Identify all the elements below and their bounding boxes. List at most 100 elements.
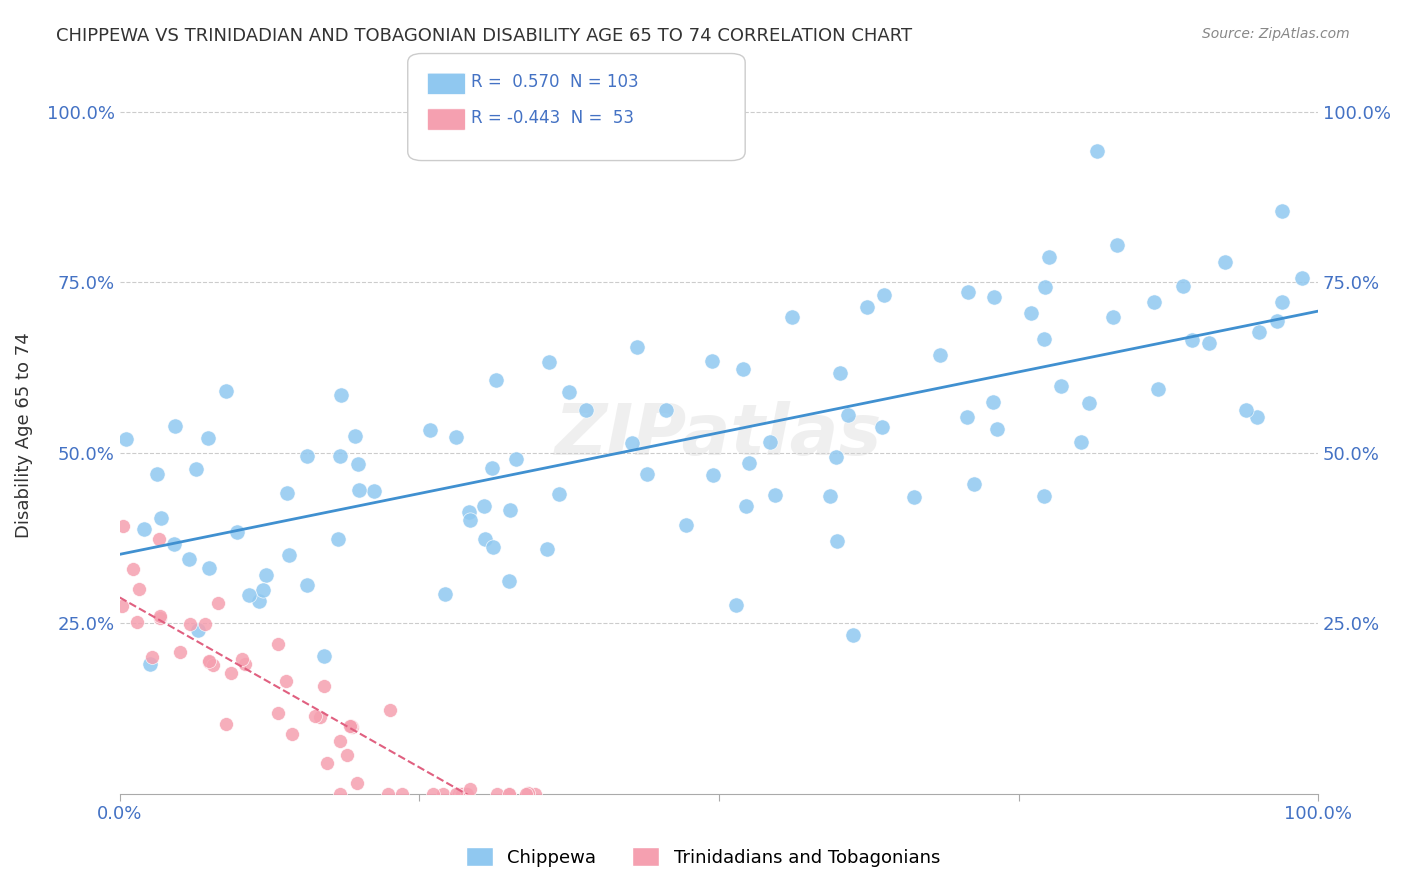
Point bbox=[825, 533, 848, 548]
Point bbox=[149, 609, 172, 624]
Point bbox=[187, 623, 209, 637]
Point bbox=[956, 410, 979, 425]
Point bbox=[254, 567, 277, 582]
Point bbox=[422, 787, 444, 801]
Point bbox=[329, 787, 352, 801]
Point bbox=[134, 522, 156, 536]
Point bbox=[316, 756, 339, 771]
Point bbox=[830, 366, 852, 380]
Point bbox=[148, 532, 170, 546]
Point bbox=[1033, 280, 1056, 294]
Point bbox=[198, 560, 221, 574]
Point bbox=[215, 384, 238, 398]
Point bbox=[141, 649, 163, 664]
Point bbox=[444, 787, 467, 801]
Point bbox=[498, 502, 520, 516]
Point bbox=[872, 419, 894, 434]
Point bbox=[326, 532, 349, 546]
Point bbox=[179, 552, 201, 566]
Point bbox=[336, 747, 359, 762]
Point bbox=[724, 598, 747, 612]
Point bbox=[837, 408, 859, 422]
Text: ZIPatlas: ZIPatlas bbox=[555, 401, 883, 470]
Point bbox=[818, 489, 841, 503]
Point bbox=[737, 457, 759, 471]
Point bbox=[347, 458, 370, 472]
Point bbox=[347, 483, 370, 498]
Point bbox=[1291, 271, 1313, 285]
Point bbox=[314, 648, 336, 663]
Point bbox=[163, 536, 186, 550]
Point bbox=[763, 488, 786, 502]
Point bbox=[419, 423, 441, 437]
Point bbox=[873, 287, 896, 301]
Point bbox=[675, 518, 697, 533]
Point bbox=[759, 434, 782, 449]
Point bbox=[1198, 336, 1220, 351]
Point bbox=[855, 300, 877, 314]
Text: R =  0.570  N = 103: R = 0.570 N = 103 bbox=[471, 73, 638, 91]
Point bbox=[197, 654, 219, 668]
Point bbox=[1077, 395, 1099, 409]
Point bbox=[274, 674, 297, 689]
Point bbox=[225, 524, 247, 539]
Point bbox=[1070, 435, 1092, 450]
Point bbox=[1265, 314, 1288, 328]
Point bbox=[782, 310, 804, 325]
Point bbox=[377, 787, 399, 801]
Point bbox=[557, 384, 579, 399]
Point bbox=[731, 361, 754, 376]
Point bbox=[219, 665, 242, 680]
Point bbox=[458, 782, 481, 797]
Point bbox=[498, 787, 520, 801]
Point bbox=[485, 787, 508, 801]
Point bbox=[1143, 294, 1166, 309]
Point bbox=[457, 504, 479, 518]
Point bbox=[524, 787, 547, 801]
Point bbox=[547, 487, 569, 501]
Point bbox=[538, 355, 561, 369]
Point bbox=[1033, 489, 1056, 503]
Point bbox=[702, 467, 724, 482]
Point bbox=[179, 616, 201, 631]
Point bbox=[1049, 378, 1071, 392]
Point bbox=[295, 578, 318, 592]
Point bbox=[983, 289, 1005, 303]
Point bbox=[621, 436, 644, 450]
Point bbox=[1213, 255, 1236, 269]
Point bbox=[485, 373, 508, 387]
Point bbox=[458, 513, 481, 527]
Legend: Chippewa, Trinidadians and Tobagonians: Chippewa, Trinidadians and Tobagonians bbox=[458, 840, 948, 874]
Point bbox=[1021, 306, 1043, 320]
Point bbox=[536, 541, 558, 556]
Point bbox=[238, 588, 260, 602]
Point bbox=[517, 786, 540, 800]
Text: Source: ZipAtlas.com: Source: ZipAtlas.com bbox=[1202, 27, 1350, 41]
Text: CHIPPEWA VS TRINIDADIAN AND TOBAGONIAN DISABILITY AGE 65 TO 74 CORRELATION CHART: CHIPPEWA VS TRINIDADIAN AND TOBAGONIAN D… bbox=[56, 27, 912, 45]
Point bbox=[233, 657, 256, 672]
Point bbox=[194, 616, 217, 631]
Point bbox=[505, 451, 527, 466]
Point bbox=[363, 483, 385, 498]
Point bbox=[454, 787, 477, 801]
Point bbox=[498, 574, 520, 589]
Point bbox=[201, 658, 224, 673]
Point bbox=[276, 486, 298, 500]
Point bbox=[472, 499, 495, 513]
Point bbox=[391, 787, 413, 801]
Point bbox=[456, 787, 478, 801]
Point bbox=[1271, 295, 1294, 310]
Y-axis label: Disability Age 65 to 74: Disability Age 65 to 74 bbox=[15, 333, 32, 539]
Point bbox=[655, 403, 678, 417]
Point bbox=[277, 548, 299, 562]
Point bbox=[1038, 250, 1060, 264]
Point bbox=[111, 519, 134, 533]
Point bbox=[1249, 325, 1271, 339]
Point bbox=[267, 637, 290, 651]
Point bbox=[1107, 238, 1129, 252]
Point bbox=[295, 449, 318, 463]
Point bbox=[636, 467, 658, 481]
Point bbox=[963, 476, 986, 491]
Point bbox=[515, 787, 537, 801]
Point bbox=[139, 657, 162, 672]
